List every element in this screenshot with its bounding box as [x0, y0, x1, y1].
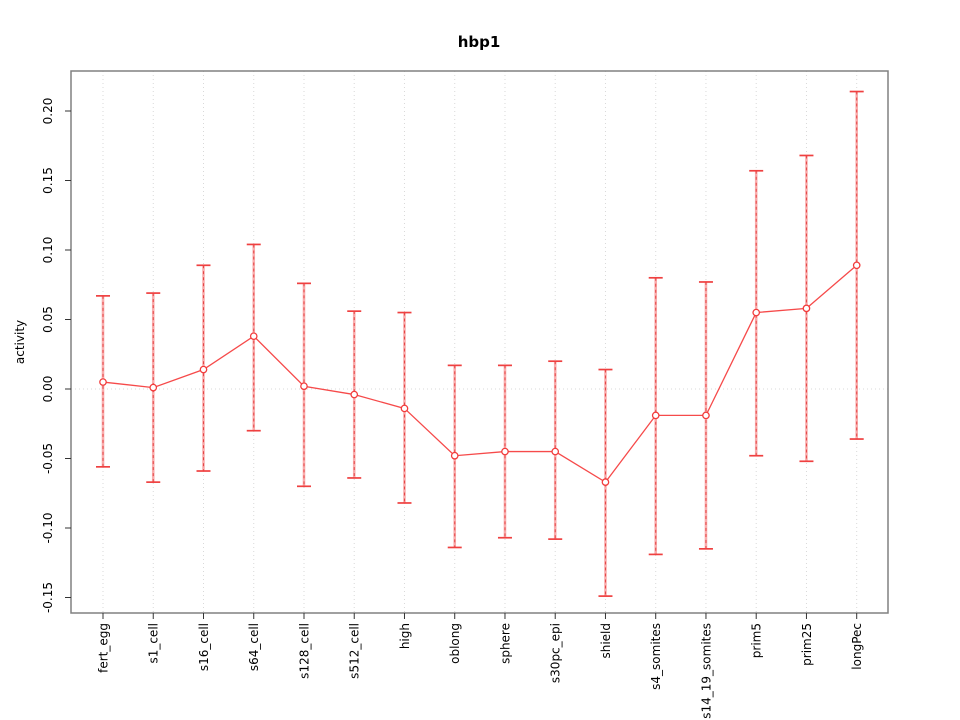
data-point	[300, 382, 308, 391]
data-point	[752, 308, 761, 317]
data-point	[501, 447, 509, 456]
x-tick-label: high	[398, 623, 412, 649]
y-tick-label: -0.05	[41, 443, 55, 474]
x-tick-label: s128_cell	[297, 623, 311, 679]
x-tick-label: prim5	[750, 623, 764, 658]
data-point	[450, 451, 459, 460]
data-point	[651, 411, 660, 420]
x-tick-label: longPec	[850, 623, 864, 670]
data-point	[149, 383, 158, 392]
x-tick-label: oblong	[448, 623, 462, 664]
data-point	[99, 378, 107, 386]
chart-title: hbp1	[458, 33, 501, 51]
x-tick-label: s14_19_somites	[699, 623, 713, 719]
y-tick-label: -0.10	[41, 512, 55, 543]
series-line	[102, 264, 858, 483]
plot-border	[70, 70, 889, 614]
y-tick-label: 0.00	[41, 376, 55, 403]
x-tick-label: fert_egg	[97, 623, 111, 673]
x-tick-label: shield	[599, 623, 613, 659]
x-tick-label: s512_cell	[348, 623, 362, 679]
data-point	[702, 411, 710, 420]
y-axis-title: activity	[13, 320, 27, 364]
x-tick-label: s64_cell	[247, 623, 261, 671]
data-point	[400, 404, 409, 413]
y-tick-label: 0.15	[41, 167, 55, 194]
x-tick-label: prim25	[800, 623, 814, 666]
y-tick-label: -0.15	[41, 582, 55, 613]
y-tick-label: 0.10	[41, 237, 55, 264]
x-tick-label: s16_cell	[197, 623, 211, 671]
plot-area: fert_egg s1_cell s16_cell s64_cell s128_cell…	[41, 70, 889, 719]
data-point	[852, 261, 861, 270]
x-tick-label: s1_cell	[147, 623, 161, 664]
data-point	[199, 365, 208, 374]
x-tick-label: sphere	[498, 623, 512, 664]
data-point	[249, 332, 258, 341]
data-point	[601, 478, 610, 486]
data-point	[350, 390, 359, 399]
x-tick-label: s30pc_epi	[549, 623, 563, 683]
x-tick-label: s4_somites	[649, 623, 663, 690]
data-point	[802, 304, 811, 313]
data-point	[551, 447, 560, 456]
y-tick-label: 0.05	[41, 306, 55, 333]
y-tick-label: 0.20	[41, 98, 55, 125]
